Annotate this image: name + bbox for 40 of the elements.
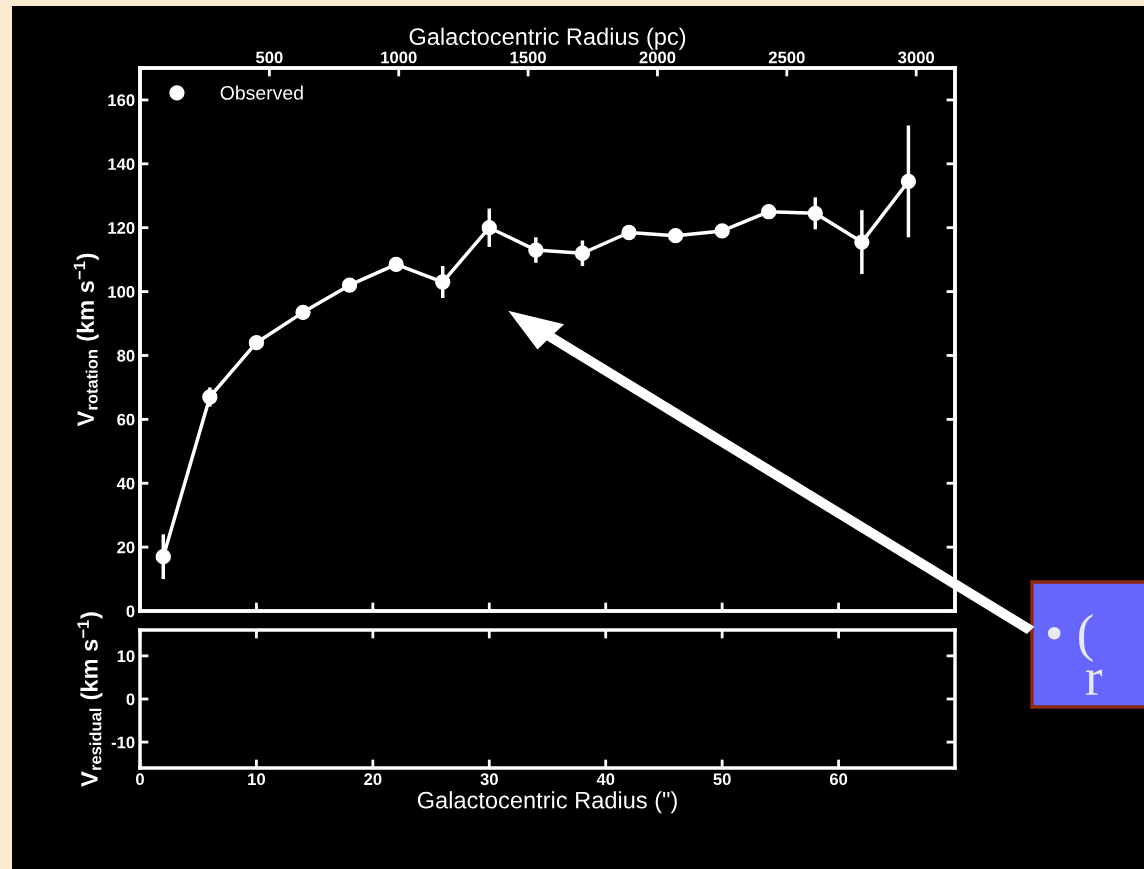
y-axis-title: V$_{residual}$ (km s$^{−1}$) <box>77 612 103 787</box>
x-tick-label: 0 <box>136 773 144 786</box>
x2-tick-label: 1500 <box>510 51 546 64</box>
text: • ( <box>1047 614 1093 662</box>
x-axis-title: Galactocentric Radius (") <box>417 791 677 814</box>
point <box>667 228 684 244</box>
x-tick-label: 40 <box>596 773 615 786</box>
text: r <box>1086 669 1103 695</box>
y-tick-label: 40 <box>116 477 135 490</box>
x2-tick-label: 1000 <box>381 51 417 64</box>
y-tick-label: 0 <box>126 605 135 618</box>
x-tick-label: 10 <box>248 773 266 786</box>
x2-tick-label: 2500 <box>768 51 805 64</box>
y-tick-label: 160 <box>108 94 135 107</box>
y-axis-title: V$_{rotation}$ (km s$^{−1}$) <box>73 253 99 427</box>
point <box>341 277 358 293</box>
x2-tick-label: 2000 <box>639 51 676 64</box>
x2-tick-label: 500 <box>255 51 283 64</box>
y-tick-label: 10 <box>117 650 135 663</box>
y-tick-label: 140 <box>108 158 135 171</box>
point <box>295 304 311 320</box>
point <box>248 335 265 351</box>
y-tick-label: 120 <box>108 222 135 234</box>
y-tick-label: 80 <box>117 349 135 362</box>
y-tick-label: -10 <box>111 736 135 749</box>
y-tick-label: 100 <box>108 285 135 298</box>
legend-label: Observed <box>220 85 303 100</box>
x-tick-label: 20 <box>364 773 382 786</box>
y-tick-label: 60 <box>117 413 135 426</box>
y-tick-label: 0 <box>126 693 135 706</box>
x-tick-label: 30 <box>480 773 498 786</box>
point <box>761 204 777 220</box>
point <box>714 223 730 239</box>
x-tick-label: 60 <box>829 773 848 786</box>
x2-tick-label: 3000 <box>898 51 935 64</box>
y-tick-label: 20 <box>117 541 135 554</box>
point <box>388 256 404 273</box>
x2-axis-title: Galactocentric Radius (pc) <box>409 27 686 50</box>
point <box>621 224 637 241</box>
x-tick-label: 50 <box>713 773 731 786</box>
